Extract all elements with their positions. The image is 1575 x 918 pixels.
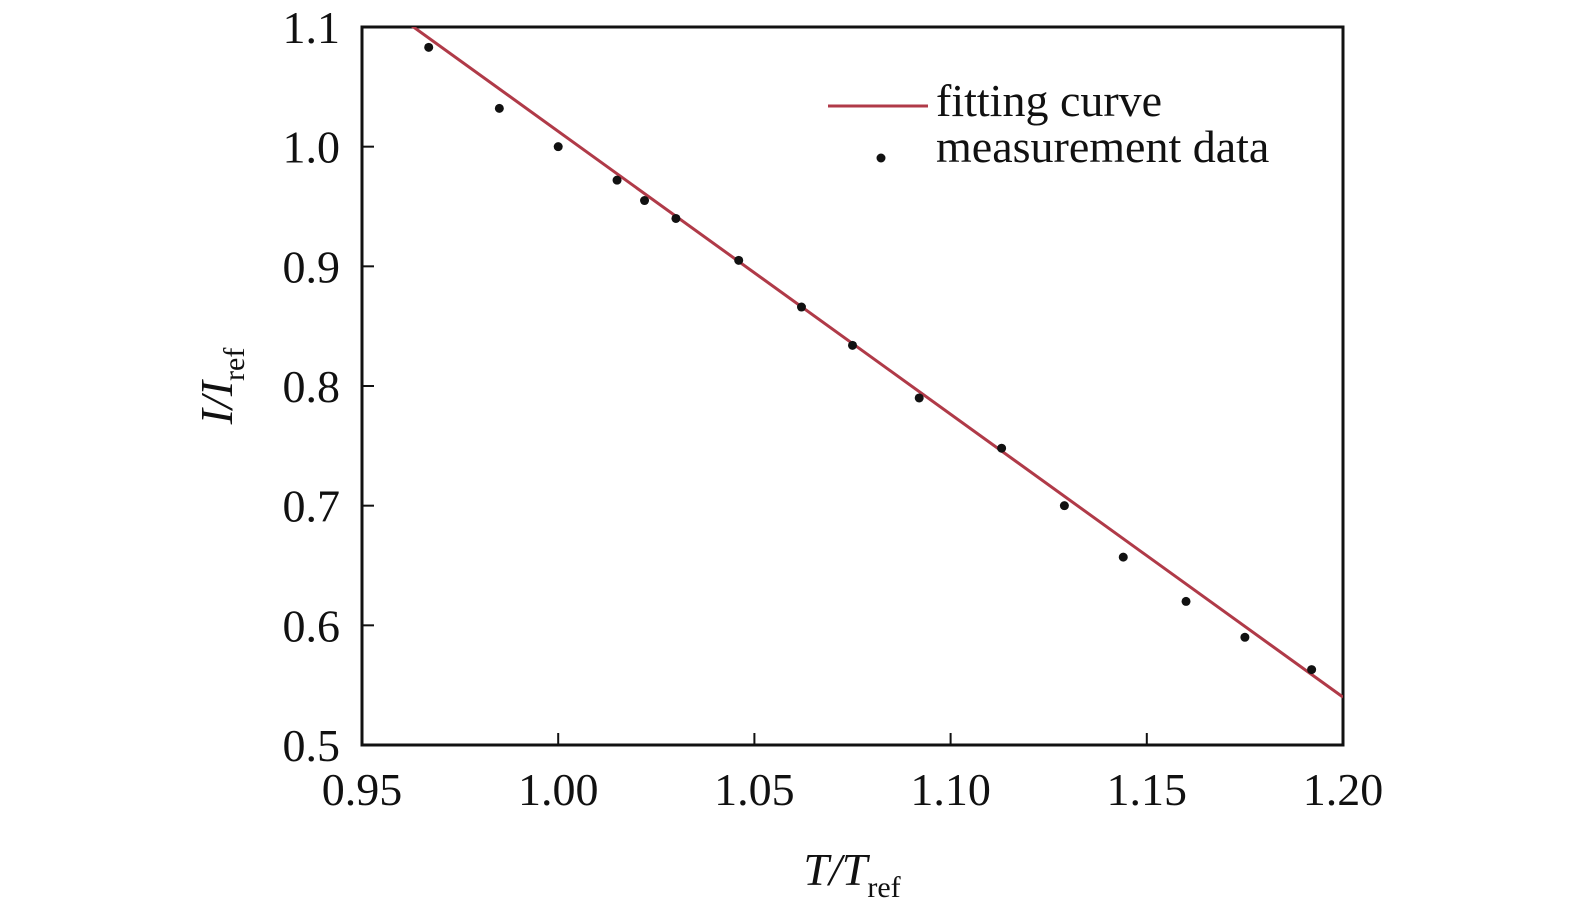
legend-label-points: measurement data [936, 121, 1269, 172]
measurement-point [1307, 665, 1317, 675]
measurement-point [612, 175, 622, 185]
measurement-point [997, 443, 1007, 453]
y-tick-label: 0.5 [283, 720, 341, 771]
measurement-point [640, 196, 650, 206]
x-tick-label: 1.10 [910, 764, 991, 815]
measurement-point [1240, 632, 1250, 642]
x-axis-ticks: 0.95 1.00 1.05 1.10 1.15 1.20 [322, 733, 1384, 815]
y-axis-ticks: 0.5 0.6 0.7 0.8 0.9 1.0 1.1 [283, 2, 374, 771]
y-tick-label: 0.8 [283, 361, 341, 412]
plot-area [410, 27, 1343, 699]
measurement-point [1118, 552, 1128, 562]
x-tick-label: 1.05 [714, 764, 795, 815]
y-tick-label: 1.0 [283, 122, 341, 173]
measurement-point [553, 142, 563, 152]
x-tick-label: 1.15 [1107, 764, 1188, 815]
x-tick-label: 0.95 [322, 764, 403, 815]
measurement-point [671, 213, 681, 223]
x-tick-label: 1.20 [1303, 764, 1384, 815]
x-axis-title: T/Tref [803, 844, 900, 904]
y-tick-label: 0.6 [283, 600, 341, 651]
legend-dot-swatch [876, 153, 886, 163]
y-axis-title: I/Iref [191, 348, 251, 426]
measurement-point [914, 393, 924, 403]
y-tick-label: 0.9 [283, 241, 341, 292]
measurement-point [424, 42, 434, 52]
measurement-point [796, 302, 806, 312]
legend-label-line: fitting curve [936, 75, 1162, 126]
measurement-point [734, 255, 744, 265]
legend: fitting curve measurement data [828, 75, 1269, 172]
measurement-point [848, 340, 857, 350]
measurement-point [1059, 501, 1069, 511]
y-tick-label: 0.7 [283, 481, 341, 532]
x-tick-label: 1.00 [518, 764, 599, 815]
measurement-point [1181, 596, 1191, 606]
measurement-point [494, 103, 504, 113]
y-tick-label: 1.1 [283, 2, 341, 53]
